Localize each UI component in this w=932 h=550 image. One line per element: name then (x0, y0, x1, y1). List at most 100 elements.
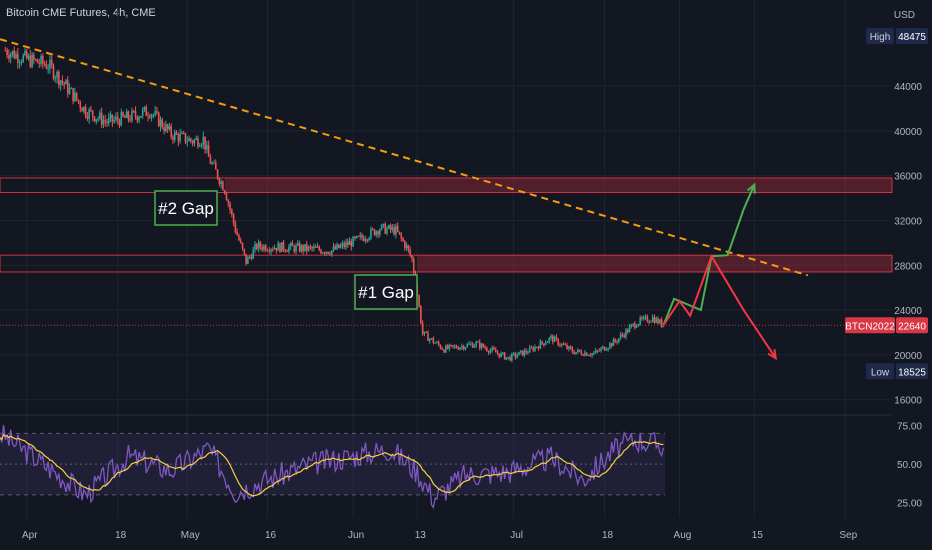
candle (525, 350, 527, 353)
candle (496, 352, 499, 354)
candle (106, 121, 108, 124)
candle (532, 347, 535, 351)
candle (4, 50, 7, 52)
candle (387, 225, 390, 229)
candle (600, 348, 602, 351)
candle (582, 354, 584, 356)
time-tick-label: Jul (510, 530, 523, 541)
candle (491, 347, 493, 351)
candle (307, 246, 310, 251)
candle (452, 345, 454, 347)
candle (24, 50, 26, 56)
chart-title: Bitcoin CME Futures, 4h, CME (6, 7, 156, 19)
gap2-label: #2 Gap (158, 199, 214, 218)
candle (93, 116, 96, 122)
projection-bullish-arrowhead (746, 182, 756, 194)
time-tick-label: 16 (265, 530, 277, 541)
candle (154, 111, 156, 115)
candle (252, 249, 255, 259)
price-tick-label: 24000 (894, 306, 922, 317)
candle (59, 80, 62, 86)
candle (17, 53, 19, 63)
candle (232, 214, 235, 224)
candle (593, 353, 595, 355)
candle (90, 109, 92, 111)
candle (445, 345, 447, 353)
candle (609, 343, 611, 349)
candle (596, 350, 599, 352)
candle (466, 344, 469, 348)
candle (152, 114, 155, 116)
candle (124, 116, 126, 118)
candle (334, 246, 337, 250)
candle (216, 169, 219, 179)
candle (200, 144, 203, 147)
candle (268, 250, 271, 252)
candle (511, 353, 513, 361)
candle (61, 80, 64, 83)
time-tick-label: 15 (752, 530, 764, 541)
candle (29, 55, 32, 67)
candle (637, 323, 640, 326)
candle (116, 116, 119, 121)
candle (231, 209, 233, 215)
candle (527, 352, 529, 354)
candle (560, 343, 563, 346)
candle (109, 114, 112, 118)
rsi-tick-label: 50.00 (897, 460, 922, 471)
candle (263, 245, 265, 250)
candle (38, 62, 41, 64)
candle (264, 245, 267, 251)
gap-zone (417, 255, 892, 272)
candle (84, 106, 87, 117)
candle (432, 338, 435, 343)
candle (557, 338, 559, 346)
candle (91, 110, 94, 117)
candle (72, 88, 74, 102)
candle (280, 242, 283, 252)
candle (156, 111, 158, 113)
candle (145, 106, 148, 116)
candle (594, 350, 597, 354)
candle (234, 223, 237, 233)
candle (36, 59, 39, 63)
candle (257, 242, 260, 249)
candle (175, 132, 178, 135)
candle (391, 227, 394, 230)
candle (375, 231, 378, 236)
candle (298, 243, 301, 252)
candle (241, 242, 244, 249)
candle (516, 355, 518, 358)
gap-zones (0, 177, 893, 273)
candle (651, 317, 654, 322)
candle (129, 119, 131, 121)
candle (177, 134, 180, 142)
candle (475, 341, 477, 346)
candle (443, 349, 445, 353)
time-tick-label: 18 (602, 530, 614, 541)
candle (179, 133, 181, 142)
time-tick-label: 18 (115, 530, 127, 541)
candle (63, 82, 65, 85)
candle (34, 59, 37, 61)
candle (384, 223, 386, 234)
candle (518, 351, 520, 356)
candle (503, 352, 506, 360)
candle (254, 244, 256, 250)
candle (223, 190, 226, 194)
candle (218, 178, 221, 185)
candle (270, 249, 272, 252)
candle (56, 71, 58, 78)
candle (354, 236, 356, 239)
candle (552, 335, 554, 342)
candle (425, 331, 428, 333)
candle (559, 345, 561, 347)
candle (364, 239, 367, 241)
price-tick-label: 28000 (894, 261, 922, 272)
candle (229, 203, 231, 210)
candle (461, 346, 463, 348)
candle (598, 350, 600, 352)
rsi-ma-line (0, 433, 664, 497)
candle (585, 352, 588, 356)
